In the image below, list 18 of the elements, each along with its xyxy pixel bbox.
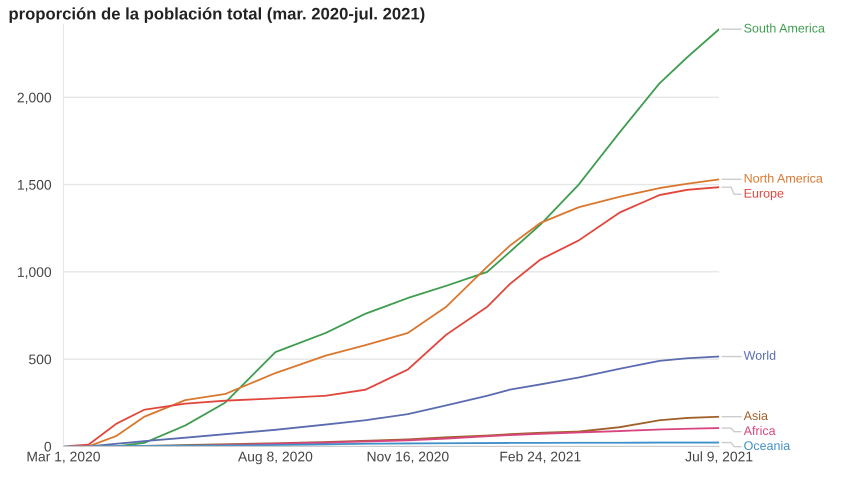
y-tick-label: 1,000 (18, 267, 52, 279)
y-tick-label: 0 (44, 442, 52, 452)
x-tick-label: Jul 9, 2021 (685, 451, 752, 464)
chart-title: proporción de la población total (mar. 2020-jul. 2021) (10, 7, 424, 23)
text: South America (744, 23, 825, 33)
y-tick-label: 2,000 (18, 92, 52, 104)
x-tick-label: Feb 24, 2021 (500, 451, 581, 464)
series-label: Asia (744, 410, 768, 420)
x-tick-label: Nov 16, 2020 (368, 452, 449, 464)
x-tick-label: Mar 1, 2020 (28, 452, 100, 464)
text: North America (744, 174, 823, 183)
text: Oceania (744, 440, 790, 450)
series-label: Africa (744, 426, 776, 436)
y-tick-label: 500 (29, 354, 52, 364)
text: Europe (744, 188, 784, 200)
series-label: World (744, 350, 776, 360)
x-tick-label: Aug 8, 2020 (238, 452, 312, 464)
y-tick-label: 1,500 (18, 180, 52, 192)
